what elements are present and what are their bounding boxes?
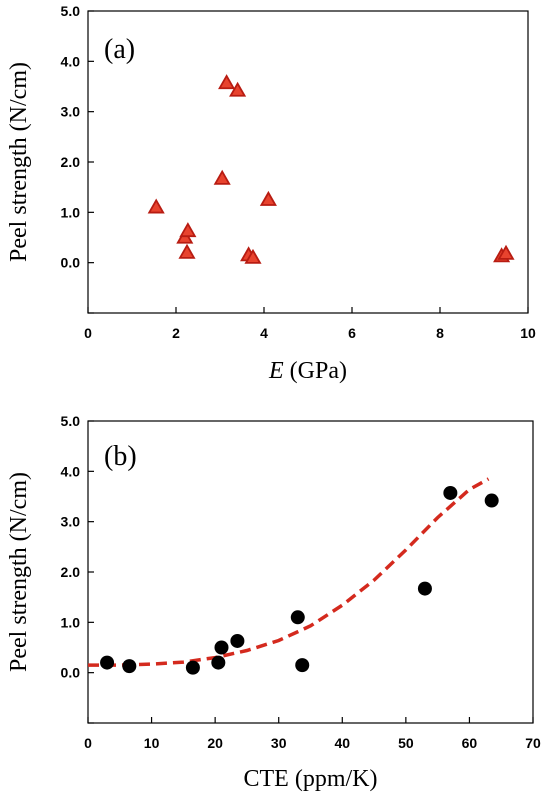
y-axis-label: Peel strength (N/cm) xyxy=(6,472,32,672)
data-point-triangle xyxy=(213,169,231,185)
data-point-circle xyxy=(214,640,229,655)
y-tick-label: 3.0 xyxy=(61,104,81,120)
chart-panel-b: 0.0 1.0 2.0 3.0 4.0 5.0 0 10 20 30 40 50 60 70 (b) Peel… xyxy=(6,413,541,792)
data-point-triangle xyxy=(497,244,515,260)
data-point-triangle xyxy=(244,248,262,264)
data-point-circle xyxy=(290,610,305,625)
x-tick-label: 4 xyxy=(260,325,268,341)
y-tick-label: 0.0 xyxy=(61,255,81,271)
data-point-triangle xyxy=(229,81,247,97)
data-point-triangle xyxy=(147,198,165,214)
x-tick-label: 6 xyxy=(348,325,356,341)
chart-panel-a: 0.0 1.0 2.0 3.0 4.0 5.0 0 2 4 6 8 10 (a) Peel strengt… xyxy=(6,3,536,384)
x-tick-label: 30 xyxy=(271,735,287,751)
x-axis-label-unit: (GPa) xyxy=(284,358,347,384)
data-point-triangle xyxy=(259,190,277,206)
x-tick-label: 8 xyxy=(436,325,444,341)
x-tick-label: 20 xyxy=(207,735,223,751)
y-tick-label: 3.0 xyxy=(61,514,81,530)
y-tick-label: 2.0 xyxy=(61,564,81,580)
y-tick-label: 0.0 xyxy=(61,665,81,681)
x-tick-label: 50 xyxy=(398,735,414,751)
x-tick-label: 0 xyxy=(84,325,92,341)
x-axis-label: E (GPa) xyxy=(268,358,347,384)
x-axis-label: CTE (ppm/K) xyxy=(244,766,378,792)
x-tick-label: 70 xyxy=(525,735,541,751)
data-point-circle xyxy=(100,655,115,670)
x-tick-label: 10 xyxy=(520,325,536,341)
data-point-circle xyxy=(443,485,458,500)
x-tick-label: 2 xyxy=(172,325,180,341)
y-tick-label: 5.0 xyxy=(61,3,81,19)
x-tick-label: 0 xyxy=(84,735,92,751)
panel-label: (b) xyxy=(104,441,137,472)
data-point-triangle xyxy=(218,74,236,90)
plot-frame xyxy=(87,420,534,724)
x-axis-label-symbol: E xyxy=(268,358,284,384)
x-tick-label: 60 xyxy=(462,735,478,751)
data-point-circle xyxy=(122,659,137,674)
data-point-triangle xyxy=(178,243,196,259)
y-axis-label: Peel strength (N/cm) xyxy=(6,62,32,262)
data-point-circle xyxy=(295,658,310,673)
data-point-circle xyxy=(185,660,200,675)
y-tick-label: 1.0 xyxy=(61,614,81,630)
data-point-circle xyxy=(484,493,499,508)
y-tick-label: 2.0 xyxy=(61,154,81,170)
data-point-circle xyxy=(211,655,226,670)
data-point-triangle xyxy=(179,222,197,238)
y-tick-label: 1.0 xyxy=(61,204,81,220)
panel-label: (a) xyxy=(104,34,135,65)
y-tick-label: 4.0 xyxy=(61,463,81,479)
data-point-circle xyxy=(230,633,245,648)
y-tick-label: 4.0 xyxy=(61,53,81,69)
x-tick-label: 10 xyxy=(144,735,160,751)
plot-frame xyxy=(87,10,529,314)
y-tick-label: 5.0 xyxy=(61,413,81,429)
fit-curve xyxy=(88,477,490,667)
data-point-circle xyxy=(417,581,432,596)
x-tick-label: 40 xyxy=(334,735,350,751)
